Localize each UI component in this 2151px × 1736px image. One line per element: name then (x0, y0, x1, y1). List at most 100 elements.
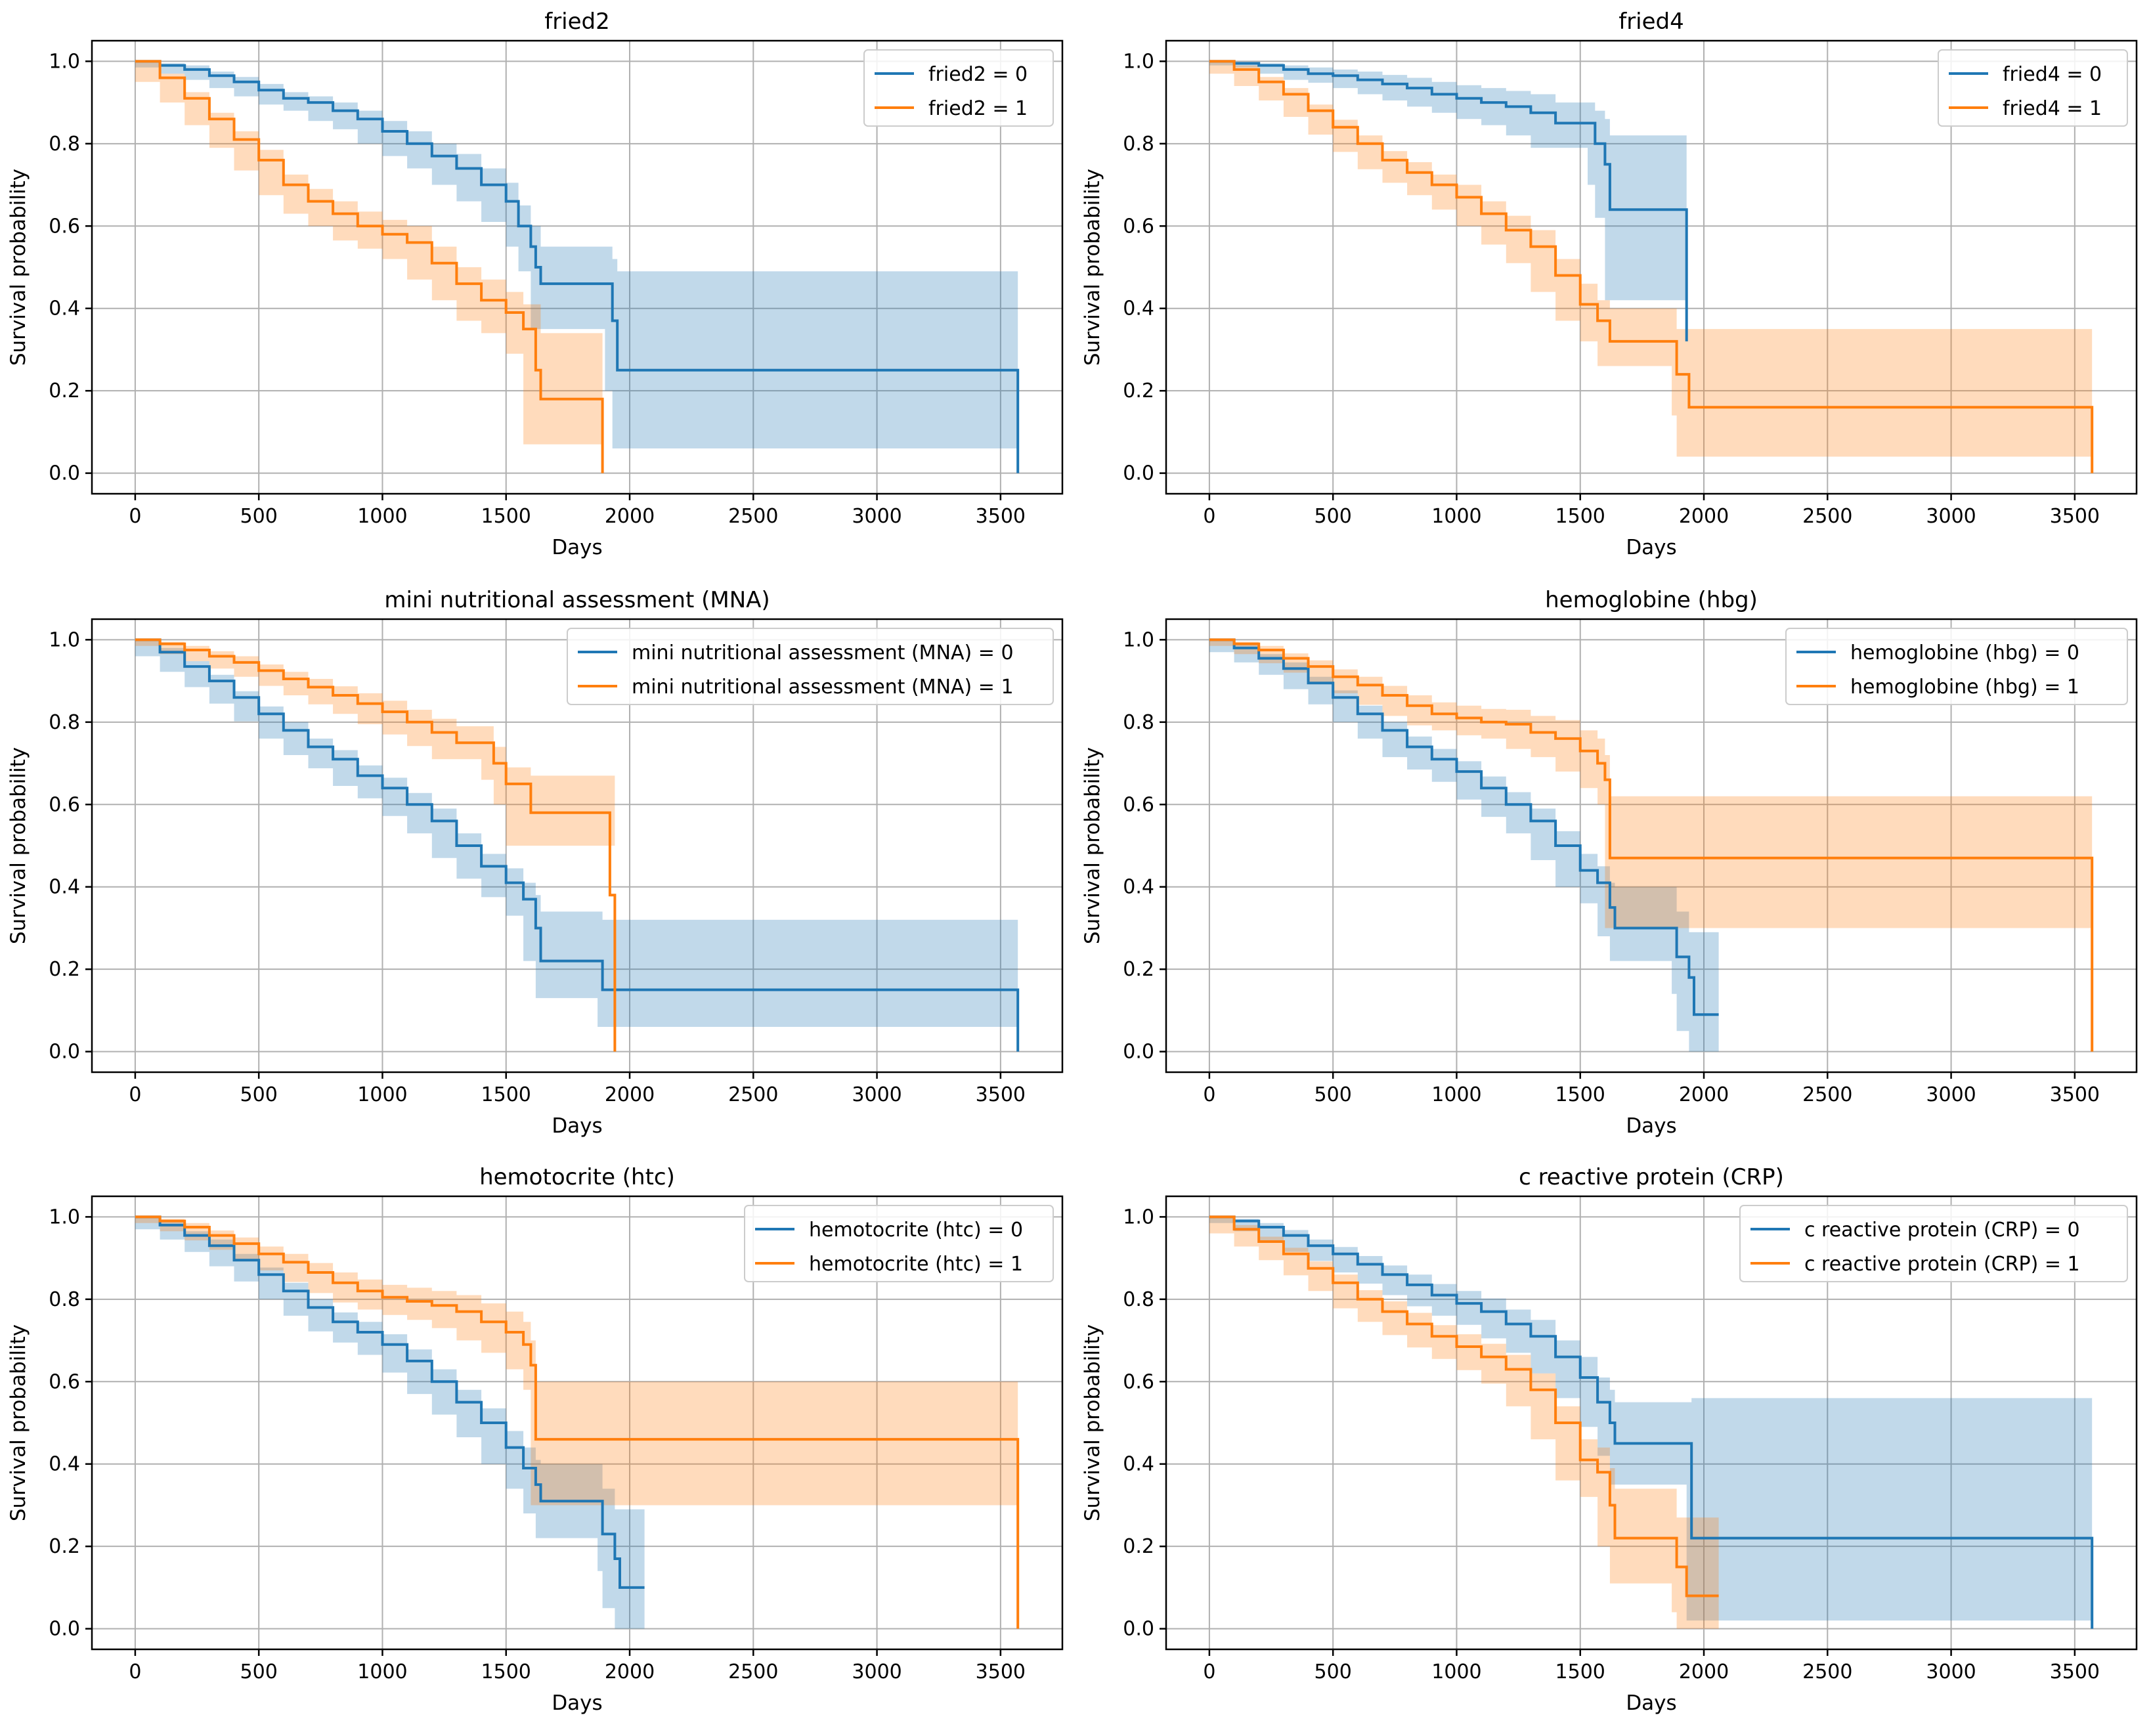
legend: hemoglobine (hbg) = 0 hemoglobine (hbg) =… (1785, 628, 2128, 705)
y-axis-label: Survival probability (7, 747, 30, 944)
legend-box (1739, 1205, 2128, 1282)
survival-line-hemoglobine-hbg-0 (1209, 638, 1719, 1016)
y-tick-label: 0.4 (49, 1453, 80, 1476)
chart-1-fried2: fried2 0 500 1000 1500 2000 2500 3000 3500 0.0 0.2… (7, 9, 1064, 559)
ci-band-fried2-1 (135, 61, 603, 445)
chart-6-c-reactive-protein-crp: c reactive protein (CRP) 0 500 1000 1500 2000… (1081, 1164, 2138, 1715)
x-axis-label: Days (1626, 1691, 1676, 1715)
survival-line-hemotocrite-htc-0 (135, 1215, 645, 1589)
x-tick-label: 3000 (852, 1660, 902, 1683)
x-tick-label: 3500 (2050, 1083, 2100, 1106)
x-tick-label: 2500 (728, 505, 778, 528)
chart-3-mini-nutritional-assessment-mna: mini nutritional assessment (MNA) 0 500 100… (7, 587, 1064, 1138)
legend-entry: fried4 = 0 (2003, 63, 2102, 86)
ci-band-c-reactive-protein-crp-1 (1209, 1217, 1719, 1629)
x-tick-label: 0 (129, 1660, 141, 1683)
x-tick-label: 1500 (481, 1083, 531, 1106)
legend-entry: hemotocrite (htc) = 0 (809, 1219, 1023, 1242)
ci-band-c-reactive-protein-crp-0 (1209, 1217, 2093, 1621)
y-tick-label: 0.6 (49, 215, 80, 238)
x-tick-label: 2500 (1802, 505, 1852, 528)
x-tick-label: 0 (129, 505, 141, 528)
y-tick-label: 0.8 (1123, 1288, 1154, 1311)
y-tick-label: 0.2 (49, 958, 80, 981)
survival-line-fried4-1 (1209, 60, 2094, 473)
x-tick-label: 1000 (357, 1660, 407, 1683)
y-axis-label: Survival probability (7, 1324, 30, 1521)
y-tick-label: 1.0 (1123, 628, 1154, 651)
y-tick-label: 0.6 (1123, 1370, 1154, 1393)
x-tick-label: 2000 (605, 505, 655, 528)
x-tick-label: 3500 (976, 505, 1026, 528)
y-tick-label: 1.0 (49, 628, 80, 651)
y-tick-label: 0.2 (49, 380, 80, 402)
chart-title: fried2 (544, 9, 610, 35)
chart-title: fried4 (1619, 9, 1684, 35)
survival-line-fried2-0 (135, 60, 1020, 473)
legend-entry: c reactive protein (CRP) = 0 (1804, 1219, 2080, 1242)
x-tick-label: 500 (1314, 1660, 1352, 1683)
x-tick-label: 1500 (1555, 505, 1605, 528)
x-axis-label: Days (1626, 1114, 1676, 1138)
legend-entry: hemoglobine (hbg) = 1 (1850, 676, 2079, 699)
legend-entry: mini nutritional assessment (MNA) = 0 (632, 641, 1014, 664)
axes-frame (1165, 618, 2138, 1074)
x-axis-label: Days (552, 1691, 602, 1715)
legend-box (1785, 628, 2128, 705)
x-tick-label: 2000 (605, 1660, 655, 1683)
y-tick-label: 1.0 (1123, 1205, 1154, 1228)
x-axis-label: Days (552, 536, 602, 559)
y-tick-label: 0.8 (49, 1288, 80, 1311)
x-axis-label: Days (552, 1114, 602, 1138)
y-axis-label: Survival probability (1081, 1324, 1104, 1521)
chart-5-hemotocrite-htc: hemotocrite (htc) 0 500 1000 1500 2000 2500 300… (7, 1164, 1064, 1715)
survival-line-fried4-0 (1209, 60, 1688, 341)
x-tick-label: 2500 (1802, 1083, 1852, 1106)
x-tick-label: 3500 (2050, 505, 2100, 528)
ci-band-fried4-0 (1209, 61, 1687, 301)
y-tick-label: 0.0 (49, 462, 80, 485)
legend: fried2 = 0 fried2 = 1 (863, 49, 1054, 127)
x-tick-label: 1000 (357, 505, 407, 528)
x-tick-label: 3000 (1926, 1083, 1976, 1106)
x-tick-label: 500 (240, 505, 278, 528)
ci-band-hemoglobine-hbg-1 (1209, 640, 2093, 928)
x-tick-label: 1000 (357, 1083, 407, 1106)
grid (1166, 619, 2137, 1072)
chart-2-fried4: fried4 0 500 1000 1500 2000 2500 3000 3500 0.0 0.2… (1081, 9, 2138, 559)
x-tick-label: 500 (1314, 505, 1352, 528)
y-tick-label: 0.2 (1123, 1535, 1154, 1558)
survival-line-hemoglobine-hbg-1 (1209, 638, 2094, 1052)
grid (1166, 41, 2137, 494)
x-tick-label: 0 (1203, 505, 1215, 528)
y-tick-label: 0.4 (1123, 1453, 1154, 1476)
axes-frame (91, 1195, 1064, 1651)
chart-title: mini nutritional assessment (MNA) (384, 587, 770, 613)
legend-entry: hemoglobine (hbg) = 0 (1850, 641, 2079, 664)
y-tick-label: 0.0 (49, 1041, 80, 1064)
x-tick-label: 0 (1203, 1660, 1215, 1683)
survival-line-hemotocrite-htc-1 (135, 1215, 1020, 1629)
chart-title: hemoglobine (hbg) (1545, 587, 1758, 613)
ci-band-fried4-1 (1209, 61, 2093, 457)
y-axis-label: Survival probability (1081, 169, 1104, 366)
survival-line-c-reactive-protein-crp-1 (1209, 1215, 1719, 1597)
legend-box (567, 628, 1054, 705)
y-tick-label: 0.6 (1123, 215, 1154, 238)
y-axis-label: Survival probability (7, 169, 30, 366)
y-tick-label: 0.4 (49, 876, 80, 899)
y-tick-label: 0.2 (1123, 958, 1154, 981)
ci-band-fried2-0 (135, 61, 1018, 448)
y-tick-label: 0.4 (49, 297, 80, 320)
x-tick-label: 2000 (605, 1083, 655, 1106)
legend-entry: fried4 = 1 (2003, 97, 2102, 120)
y-tick-label: 0.0 (1123, 1618, 1154, 1641)
y-tick-label: 0.0 (1123, 1041, 1154, 1064)
x-tick-label: 3000 (852, 505, 902, 528)
x-tick-label: 1000 (1431, 1660, 1481, 1683)
legend: hemotocrite (htc) = 0 hemotocrite (htc) =… (744, 1205, 1054, 1282)
y-tick-label: 1.0 (1123, 50, 1154, 73)
y-tick-label: 0.6 (1123, 793, 1154, 816)
